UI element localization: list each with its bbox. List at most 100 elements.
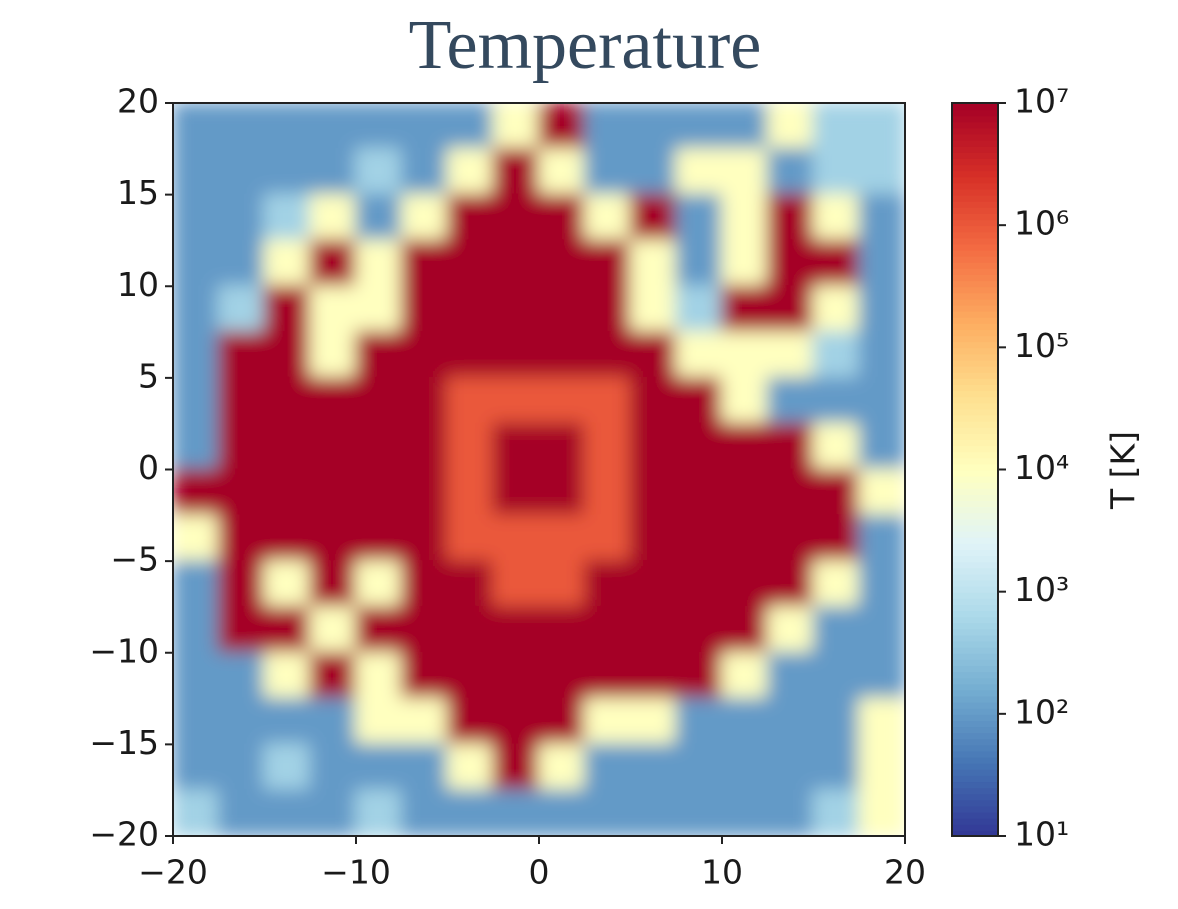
colorbar-swatch: [952, 292, 998, 300]
y-tick-label: 5: [138, 356, 159, 395]
colorbar-swatch: [952, 536, 998, 544]
heat-cell: [583, 147, 632, 196]
heat-cell: [492, 239, 540, 288]
colorbar-swatch: [952, 750, 998, 758]
heat-cell: [629, 697, 678, 746]
heat-cell: [858, 422, 905, 471]
heat-cell: [492, 789, 540, 836]
colorbar-swatch: [952, 457, 998, 465]
colorbar-swatch: [952, 139, 998, 147]
heat-cell: [721, 789, 769, 836]
heat-cell: [812, 789, 861, 836]
colorbar-swatch: [952, 212, 998, 221]
colorbar-swatch: [952, 530, 998, 538]
heat-cell: [766, 331, 815, 379]
heat-cell: [538, 376, 586, 425]
heat-cell: [173, 743, 220, 792]
heat-cell: [400, 651, 449, 700]
colorbar-tick-label: 10⁵: [1014, 326, 1069, 365]
heat-cell: [309, 651, 357, 700]
colorbar-swatch: [952, 500, 998, 508]
heat-cell: [309, 422, 357, 471]
colorbar-swatch: [952, 341, 998, 349]
heat-cell: [721, 331, 769, 379]
heat-cell: [812, 743, 861, 792]
heat-cell: [721, 376, 769, 425]
heat-cell: [583, 193, 632, 242]
heat-cell: [400, 697, 449, 746]
heat-cell: [263, 743, 312, 792]
colorbar-swatch: [952, 133, 998, 141]
colorbar-swatch: [952, 347, 998, 355]
y-tick-label: 10: [117, 265, 159, 304]
heat-cell: [538, 193, 586, 242]
heat-cell: [766, 605, 815, 654]
heat-cell: [217, 376, 266, 425]
heat-cell: [583, 789, 632, 836]
colorbar-swatch: [952, 304, 998, 312]
heat-cell: [217, 239, 266, 288]
colorbar-swatch: [952, 811, 998, 819]
heat-cell: [355, 147, 403, 196]
colorbar-swatch: [952, 103, 998, 111]
colorbar-swatch: [952, 371, 998, 379]
colorbar-swatch: [952, 683, 998, 691]
heat-cell: [309, 103, 357, 150]
heat-cell: [309, 331, 357, 379]
y-tick-label: 15: [117, 173, 159, 212]
colorbar-swatch: [952, 603, 998, 611]
heat-cell: [675, 789, 723, 836]
colorbar-swatch: [952, 744, 998, 752]
colorbar-swatch: [952, 555, 998, 563]
colorbar-swatch: [952, 121, 998, 129]
heat-cell: [812, 605, 861, 654]
heat-cell: [812, 651, 861, 700]
heat-cell: [492, 147, 540, 196]
colorbar-swatch: [952, 658, 998, 666]
y-tick-label: 0: [138, 448, 159, 487]
heat-cell: [309, 789, 357, 836]
heat-cell: [217, 285, 266, 334]
heat-cell: [812, 422, 861, 471]
heat-cell: [263, 193, 312, 242]
colorbar-swatch: [952, 768, 998, 776]
heat-cell: [446, 103, 495, 150]
colorbar-swatch: [952, 677, 998, 685]
heat-cell: [583, 514, 632, 563]
colorbar-swatch: [952, 261, 998, 269]
colorbar-swatch: [952, 451, 998, 459]
heat-cell: [721, 422, 769, 471]
colorbar-swatch: [952, 506, 998, 514]
heat-cell: [583, 331, 632, 379]
heat-cell: [538, 514, 586, 563]
heat-cell: [858, 239, 905, 288]
heatmap: [173, 103, 905, 836]
heat-cell: [538, 147, 586, 196]
chart-title: Temperature: [409, 7, 762, 84]
heat-cell: [675, 514, 723, 563]
heatmap-cells: [173, 103, 905, 836]
heat-cell: [675, 331, 723, 379]
colorbar-swatch: [952, 365, 998, 373]
heat-cell: [766, 239, 815, 288]
heat-cell: [675, 422, 723, 471]
heat-cell: [492, 376, 540, 425]
heat-cell: [173, 789, 220, 836]
heat-cell: [173, 560, 220, 608]
heat-cell: [217, 422, 266, 471]
heat-cell: [766, 514, 815, 563]
heat-cell: [629, 514, 678, 563]
heat-cell: [446, 651, 495, 700]
colorbar-swatch: [952, 127, 998, 135]
heat-cell: [583, 239, 632, 288]
colorbar-swatch: [952, 487, 998, 495]
heat-cell: [675, 560, 723, 608]
colorbar-swatch: [952, 353, 998, 361]
heat-cell: [173, 193, 220, 242]
heat-cell: [538, 697, 586, 746]
heat-cell: [812, 193, 861, 242]
colorbar-tick-label: 10³: [1014, 570, 1069, 609]
colorbar-swatch: [952, 463, 998, 471]
heat-cell: [217, 193, 266, 242]
heat-cell: [538, 651, 586, 700]
